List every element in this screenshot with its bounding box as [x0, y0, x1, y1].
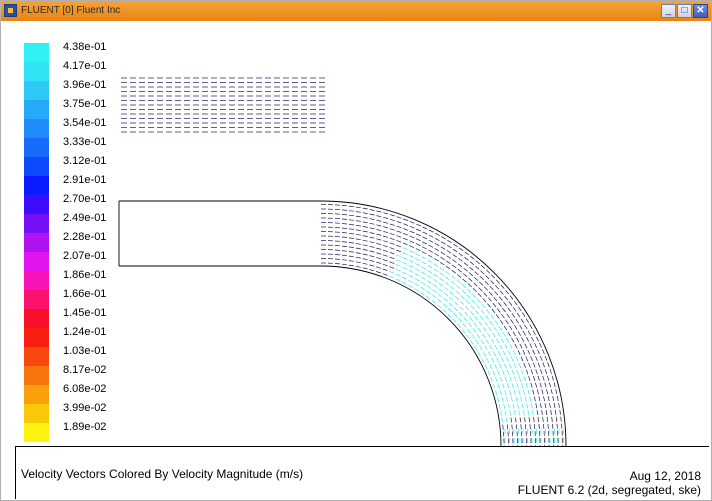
legend-value-label: 2.70e-01 — [63, 193, 107, 205]
legend-swatch — [24, 271, 49, 290]
legend-swatch — [24, 347, 49, 366]
plot-description: Velocity Vectors Colored By Velocity Mag… — [21, 467, 304, 481]
legend-value-label: 1.86e-01 — [63, 269, 107, 281]
legend-value-label: 2.49e-01 — [63, 212, 107, 224]
legend-swatch — [24, 119, 49, 138]
legend-value-label: 6.08e-02 — [63, 383, 107, 395]
legend-value-label: 3.33e-01 — [63, 136, 107, 148]
legend-value-label: 1.24e-01 — [63, 326, 107, 338]
legend-swatch — [24, 176, 49, 195]
legend-value-label: 1.03e-01 — [63, 345, 107, 357]
legend-value-label: 3.99e-02 — [63, 402, 107, 414]
legend-swatch — [24, 100, 49, 119]
legend-value-label: 2.91e-01 — [63, 174, 107, 186]
legend-swatch — [24, 195, 49, 214]
legend-value-label: 2.28e-01 — [63, 231, 107, 243]
legend-value-label: 8.17e-02 — [63, 364, 107, 376]
legend-value-label: 2.07e-01 — [63, 250, 107, 262]
legend-value-label: 3.54e-01 — [63, 117, 107, 129]
legend-swatch — [24, 62, 49, 81]
legend-swatch — [24, 290, 49, 309]
legend-swatch — [24, 328, 49, 347]
legend-value-label: 1.66e-01 — [63, 288, 107, 300]
fluent-app-icon[interactable] — [4, 4, 17, 17]
legend-swatch — [24, 157, 49, 176]
plot-caption-box: Velocity Vectors Colored By Velocity Mag… — [15, 446, 709, 499]
plot-date: Aug 12, 2018 — [629, 469, 701, 483]
legend-swatch — [24, 423, 49, 442]
legend-value-label: 1.45e-01 — [63, 307, 107, 319]
legend-swatch — [24, 404, 49, 423]
legend-value-label: 4.17e-01 — [63, 60, 107, 72]
maximize-button[interactable]: □ — [677, 4, 692, 18]
velocity-vectors — [121, 77, 564, 446]
legend-swatch — [24, 385, 49, 404]
legend-value-label: 3.75e-01 — [63, 98, 107, 110]
legend-value-label: 4.38e-01 — [63, 41, 107, 53]
legend-value-label: 1.89e-02 — [63, 421, 107, 433]
legend-swatch — [24, 81, 49, 100]
legend-value-label: 3.12e-01 — [63, 155, 107, 167]
legend-swatch — [24, 233, 49, 252]
legend-swatch — [24, 43, 49, 62]
title-bar[interactable]: FLUENT [0] Fluent Inc _ □ ✕ — [1, 1, 711, 21]
color-legend-bar — [24, 43, 49, 442]
pipe-walls — [118, 200, 567, 446]
minimize-button[interactable]: _ — [661, 4, 676, 18]
close-button[interactable]: ✕ — [693, 4, 708, 18]
velocity-vector-plot[interactable] — [1, 22, 711, 446]
legend-value-label: 3.96e-01 — [63, 79, 107, 91]
legend-swatch — [24, 214, 49, 233]
legend-swatch — [24, 252, 49, 271]
legend-swatch — [24, 309, 49, 328]
window-title: FLUENT [0] Fluent Inc — [21, 5, 121, 16]
legend-swatch — [24, 366, 49, 385]
legend-swatch — [24, 138, 49, 157]
solver-version: FLUENT 6.2 (2d, segregated, ske) — [517, 483, 701, 497]
